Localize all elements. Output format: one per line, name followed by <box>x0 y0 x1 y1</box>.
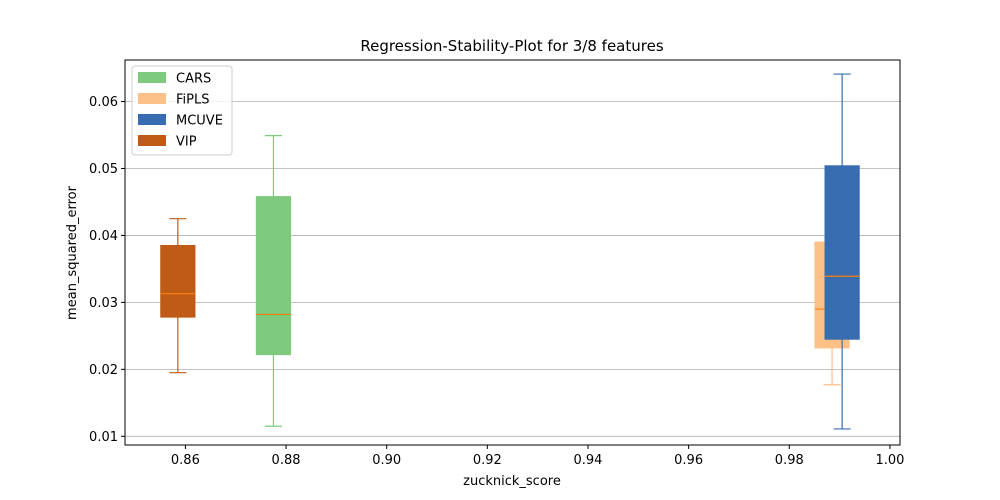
x-tick-label: 0.86 <box>171 453 200 468</box>
x-tick-label: 0.88 <box>272 453 301 468</box>
x-axis-title: zucknick_score <box>463 474 561 489</box>
x-tick-label: 0.96 <box>674 453 703 468</box>
y-axis-ticks: 0.01 0.02 0.03 0.04 0.05 0.06 <box>89 95 125 445</box>
x-tick-label: 0.94 <box>574 453 603 468</box>
box-vip <box>160 218 196 374</box>
box-cars <box>255 135 292 427</box>
legend-swatch-fipls <box>138 93 166 104</box>
y-tick-label: 0.02 <box>89 363 118 378</box>
x-axis-ticks: 0.86 0.88 0.90 0.92 0.94 0.96 0.98 1.00 <box>171 445 904 468</box>
plot-area-frame <box>124 59 901 446</box>
box-body <box>160 244 196 318</box>
box-plots <box>160 73 860 430</box>
legend-swatch-vip <box>138 135 166 146</box>
box-body <box>824 165 860 340</box>
y-tick-label: 0.01 <box>89 430 118 445</box>
y-tick-label: 0.04 <box>89 229 118 244</box>
box-body <box>255 196 292 356</box>
y-tick-label: 0.05 <box>89 162 118 177</box>
legend-label-fipls: FiPLS <box>176 93 209 108</box>
x-tick-label: 1.00 <box>875 453 904 468</box>
x-tick-label: 0.90 <box>372 453 401 468</box>
chart-title: Regression-Stability-Plot for 3/8 featur… <box>360 37 663 55</box>
legend-label-vip: VIP <box>176 135 197 150</box>
grid-lines <box>125 101 900 437</box>
legend-label-mcuve: MCUVE <box>176 114 223 129</box>
box-mcuve <box>824 73 860 430</box>
legend-label-cars: CARS <box>176 72 211 87</box>
legend: CARS FiPLS MCUVE VIP <box>131 65 233 156</box>
y-tick-label: 0.06 <box>89 95 118 110</box>
legend-frame <box>131 65 233 156</box>
y-axis-title: mean_squared_error <box>65 185 80 320</box>
legend-swatch-cars <box>138 72 166 83</box>
x-tick-label: 0.92 <box>473 453 502 468</box>
x-tick-label: 0.98 <box>775 453 804 468</box>
legend-swatch-mcuve <box>138 114 166 125</box>
y-tick-label: 0.03 <box>89 296 118 311</box>
